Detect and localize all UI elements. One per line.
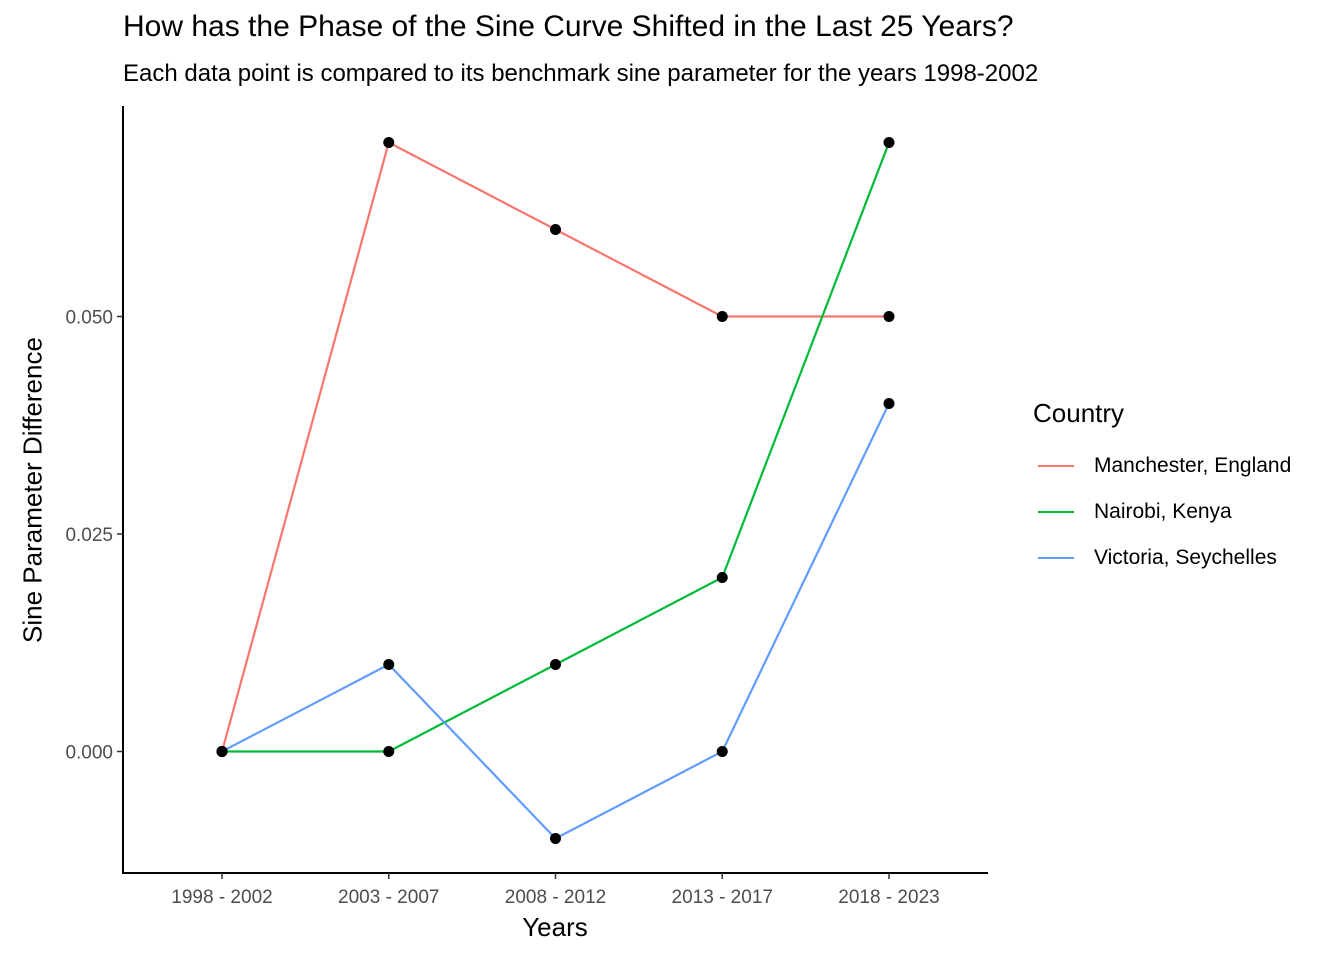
data-point [883,311,895,322]
y-tick-label: 0.050 [65,308,113,329]
legend-key-nairobi [1038,511,1074,513]
data-point [716,311,728,322]
data-point [383,746,395,757]
x-tick-label: 2003 - 2007 [338,887,439,908]
x-tick-label: 2013 - 2017 [672,887,773,908]
legend-label-nairobi: Nairobi, Kenya [1094,500,1232,523]
series-line-2 [221,403,890,840]
data-points [216,137,895,844]
y-tick-label: 0.000 [65,743,113,764]
axes [117,106,988,879]
data-point [550,659,561,670]
data-point [550,224,561,235]
chart-subtitle: Each data point is compared to its bench… [123,60,1039,87]
x-tick-label: 1998 - 2002 [171,887,272,908]
data-point [716,746,728,757]
legend-item-nairobi: Nairobi, Kenya [1033,498,1333,526]
series-lines [220,140,891,840]
data-point [383,137,395,148]
x-tick-label: 2018 - 2023 [838,887,939,908]
data-point [216,746,228,757]
legend-item-victoria: Victoria, Seychelles [1033,544,1333,572]
x-tick-label: 2008 - 2012 [505,887,606,908]
y-axis-title: Sine Parameter Difference [17,337,48,643]
legend-key-victoria [1038,557,1074,559]
legend-key-manchester [1038,465,1074,467]
chart-title: How has the Phase of the Sine Curve Shif… [123,10,1014,43]
legend-item-manchester: Manchester, England [1033,452,1333,480]
x-axis-title: Years [522,912,588,942]
data-point [883,137,895,148]
data-point [383,659,395,670]
data-point [883,398,895,409]
tick-labels: 0.000 0.025 0.050 1998 - 2002 2003 - 2007 200… [65,308,939,909]
data-point [716,572,728,583]
y-tick-label: 0.025 [65,525,113,546]
legend-label-manchester: Manchester, England [1094,454,1292,477]
data-point [550,833,561,844]
legend-title: Country [1033,398,1125,428]
legend-label-victoria: Victoria, Seychelles [1094,546,1277,569]
